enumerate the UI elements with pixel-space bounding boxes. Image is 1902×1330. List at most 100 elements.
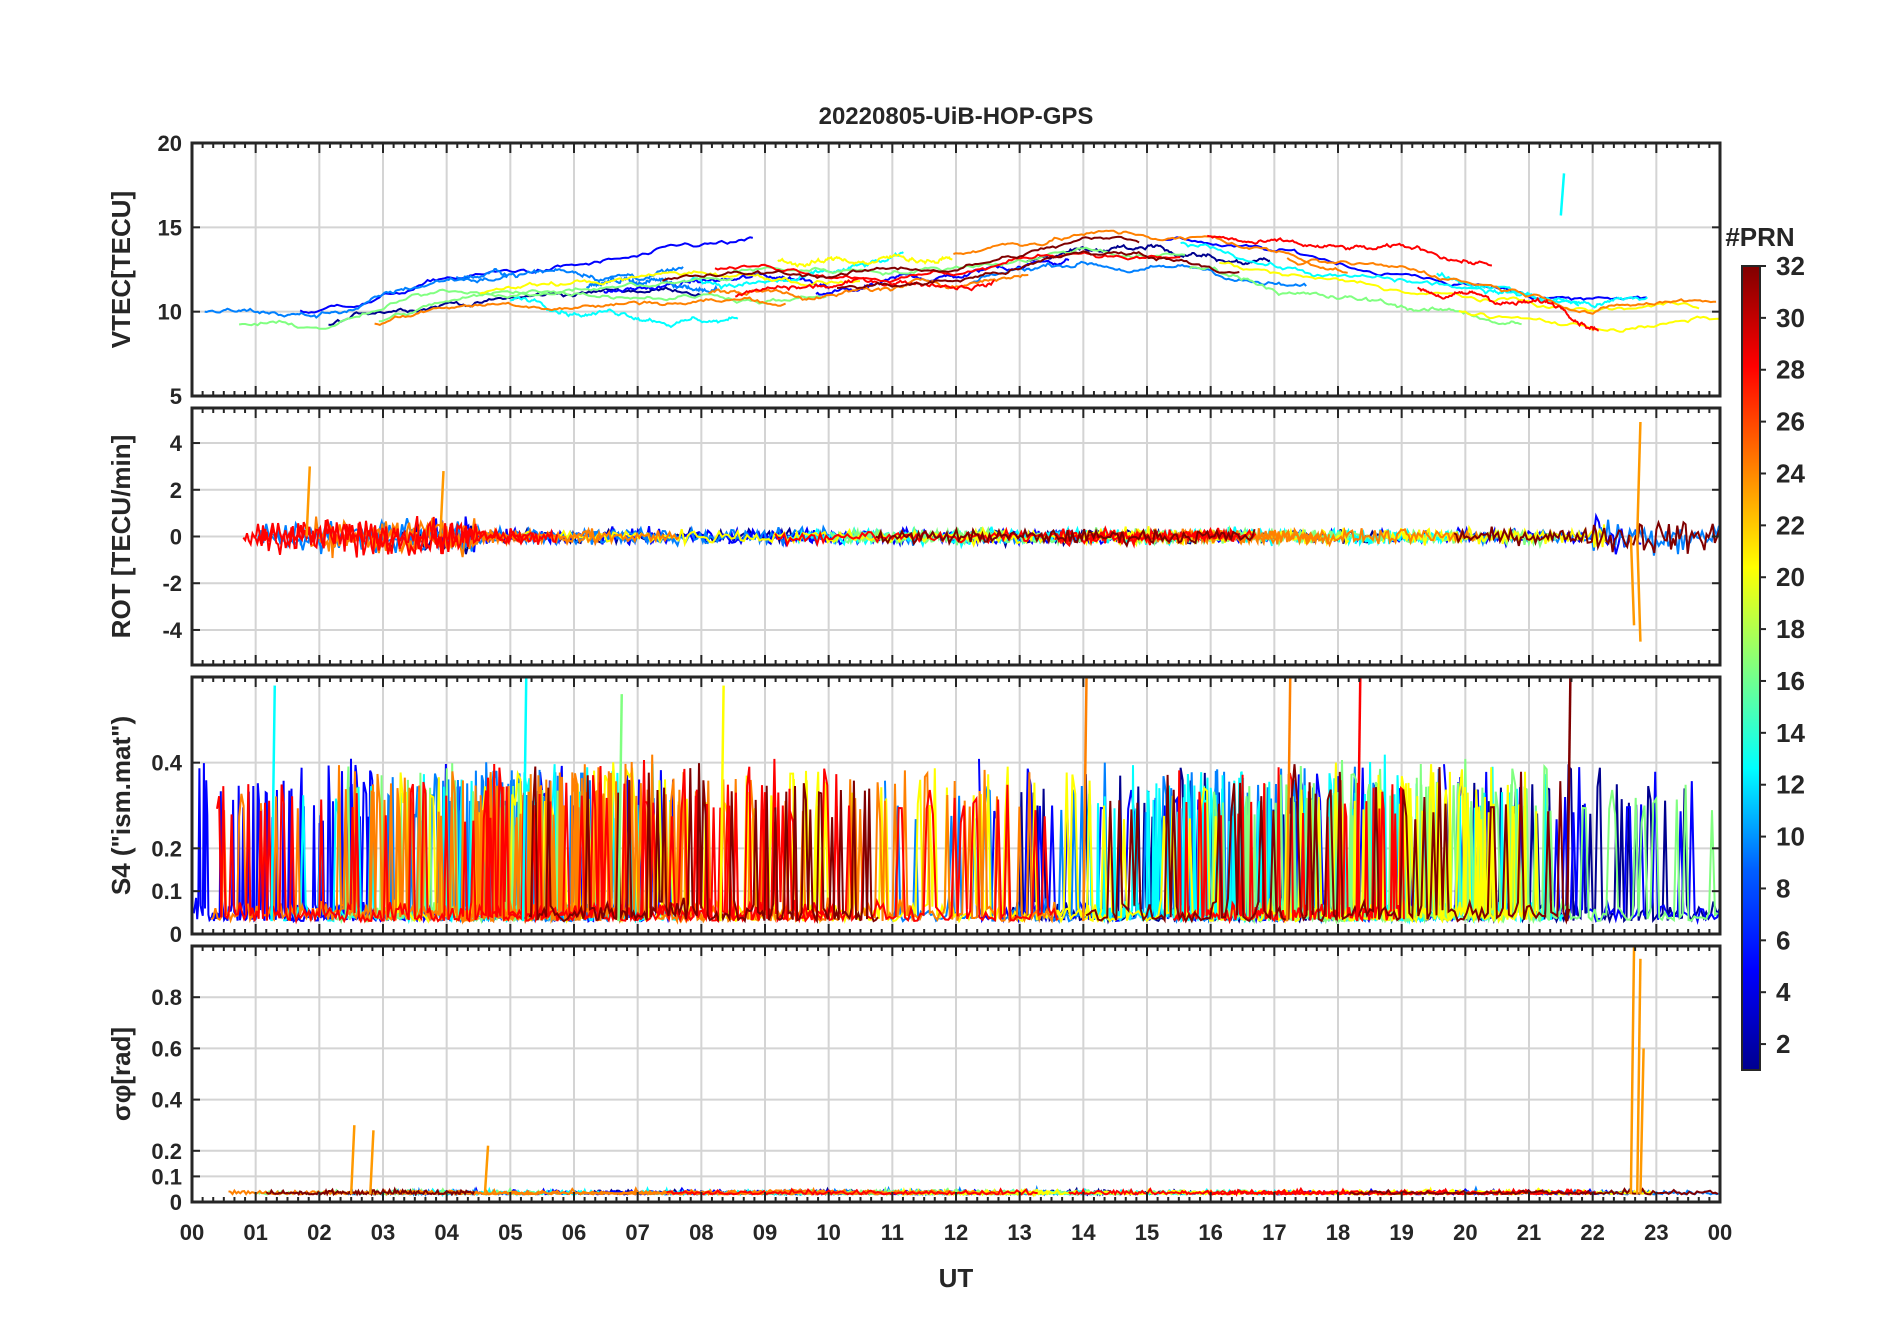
series-line-prn-32: [662, 235, 1140, 282]
colorbar-tick-label: 24: [1776, 458, 1805, 488]
series-line-prn-27: [480, 766, 840, 924]
y-axis-label-sigma_phi: σφ[rad]: [106, 1027, 136, 1121]
x-tick-label: 16: [1198, 1220, 1222, 1245]
y-tick-label: -4: [162, 618, 182, 643]
series-vtec: [204, 173, 1719, 333]
spike-mark: [1285, 677, 1292, 922]
colorbar-tick-label: 2: [1776, 1029, 1790, 1059]
series-line-prn-31: [836, 250, 1240, 290]
colorbar-label: #PRN: [1725, 222, 1794, 252]
x-tick-label: 18: [1326, 1220, 1350, 1245]
spike-mark: [1635, 421, 1642, 537]
spike-mark: [617, 694, 623, 922]
series-line-prn-7: [585, 276, 718, 294]
x-tick-label: 04: [434, 1220, 459, 1245]
spike-mark: [1559, 173, 1566, 216]
series-line-prn-8: [204, 275, 508, 319]
x-tick-label: 20: [1453, 1220, 1477, 1245]
series-line-prn-31: [1453, 519, 1720, 554]
colorbar-tick-label: 28: [1776, 355, 1805, 385]
colorbar-gradient: [1741, 265, 1761, 1071]
y-tick-label: 2: [170, 478, 182, 503]
series-line-prn-4: [299, 236, 754, 314]
series-line-prn-28: [714, 251, 1181, 284]
x-tick-label: 13: [1007, 1220, 1031, 1245]
series-line-prn-24: [953, 229, 1348, 274]
y-tick-label: 0.2: [151, 1139, 182, 1164]
y-tick-label: 0.2: [151, 836, 182, 861]
figure-title: 20220805-UiB-HOP-GPS: [819, 103, 1094, 130]
series-line-prn-22: [479, 270, 861, 295]
colorbar-tick-label: 10: [1776, 822, 1805, 852]
colorbar-tick-label: 30: [1776, 303, 1805, 333]
y-tick-label: 0.8: [151, 985, 182, 1010]
y-tick-label: 0: [170, 1190, 182, 1215]
y-tick-label: 20: [158, 131, 182, 156]
series-line-prn-25: [708, 273, 1029, 301]
y-tick-label: 0.1: [151, 879, 182, 904]
x-tick-label: 14: [1071, 1220, 1096, 1245]
series-line-prn-21: [1219, 261, 1700, 313]
spike-mark: [1635, 536, 1642, 642]
spike-mark: [1565, 677, 1572, 922]
spike-mark: [270, 685, 277, 922]
spike-mark: [483, 1145, 490, 1195]
x-tick-label: 07: [625, 1220, 649, 1245]
colorbar-tick-label: 26: [1776, 407, 1805, 437]
x-tick-label: 06: [562, 1220, 586, 1245]
colorbar-tick-label: 32: [1776, 251, 1805, 281]
x-tick-label: 19: [1389, 1220, 1413, 1245]
x-tick-label: 17: [1262, 1220, 1286, 1245]
panel-vtec: 5 10 15 20 VTEC[TECU]: [106, 131, 1722, 409]
y-tick-label: 0: [170, 922, 182, 947]
panel-sigma_phi: 00.10.2 0.4 0.6 0.8 σφ[rad]: [106, 944, 1722, 1215]
series-line-prn-19: [777, 253, 953, 268]
x-tick-label: 12: [944, 1220, 968, 1245]
x-tick-label: 00: [1708, 1220, 1732, 1245]
series-line-prn-13: [1180, 241, 1580, 307]
series-line-prn-29: [1207, 234, 1493, 267]
x-tick-label: 10: [816, 1220, 840, 1245]
colorbar-tick-label: 4: [1776, 977, 1791, 1007]
series-line-prn-28: [666, 1187, 1038, 1196]
y-axis-label-vtec: VTEC[TECU]: [106, 191, 136, 348]
series-line-prn-32: [1085, 764, 1571, 925]
y-tick-label: 0.1: [151, 1164, 182, 1189]
series-line-prn-14: [1436, 271, 1648, 309]
spike-mark: [439, 471, 445, 537]
spike-mark: [1635, 958, 1642, 1195]
series-rot: [242, 421, 1720, 642]
panel-s4: 0 0.1 0.2 0.4 S4 ("ism.mat"): [106, 675, 1722, 947]
series-line-prn-10: [969, 260, 1307, 287]
x-tick-label: 05: [498, 1220, 522, 1245]
y-tick-label: 10: [158, 300, 182, 325]
y-tick-label: 15: [158, 215, 182, 240]
spike-mark: [1082, 677, 1088, 922]
series-line-prn-29: [559, 758, 1059, 924]
y-tick-label: 4: [170, 431, 183, 456]
colorbar-tick-label: 8: [1776, 873, 1790, 903]
x-tick-labels: 00 01 02 03 04 05 06 07 08 09 10 11 12 13 14 15 16 17 18 19…: [180, 1220, 1732, 1245]
series-line-prn-3: [1164, 236, 1647, 301]
y-tick-label: 5: [170, 384, 182, 409]
spike-mark: [349, 1125, 356, 1195]
y-axis-label-s4: S4 ("ism.mat"): [106, 716, 136, 895]
x-axis-label: UT: [939, 1263, 974, 1293]
colorbar-tick-label: 12: [1776, 770, 1805, 800]
series-line-prn-24: [210, 765, 559, 925]
series-line-prn-32: [875, 526, 1256, 549]
y-tick-label: 0: [170, 525, 182, 550]
colorbar-tick-label: 6: [1776, 925, 1790, 955]
series-line-prn-26: [374, 296, 786, 326]
spike-mark: [369, 1130, 375, 1195]
series-s4: [192, 677, 1720, 925]
y-tick-label: 0.4: [151, 751, 182, 776]
spike-mark: [1639, 1048, 1645, 1195]
colorbar-tick-label: 16: [1776, 666, 1805, 696]
y-tick-label: 0.4: [151, 1088, 182, 1113]
x-tick-label: 08: [689, 1220, 713, 1245]
spike-mark: [521, 677, 528, 922]
